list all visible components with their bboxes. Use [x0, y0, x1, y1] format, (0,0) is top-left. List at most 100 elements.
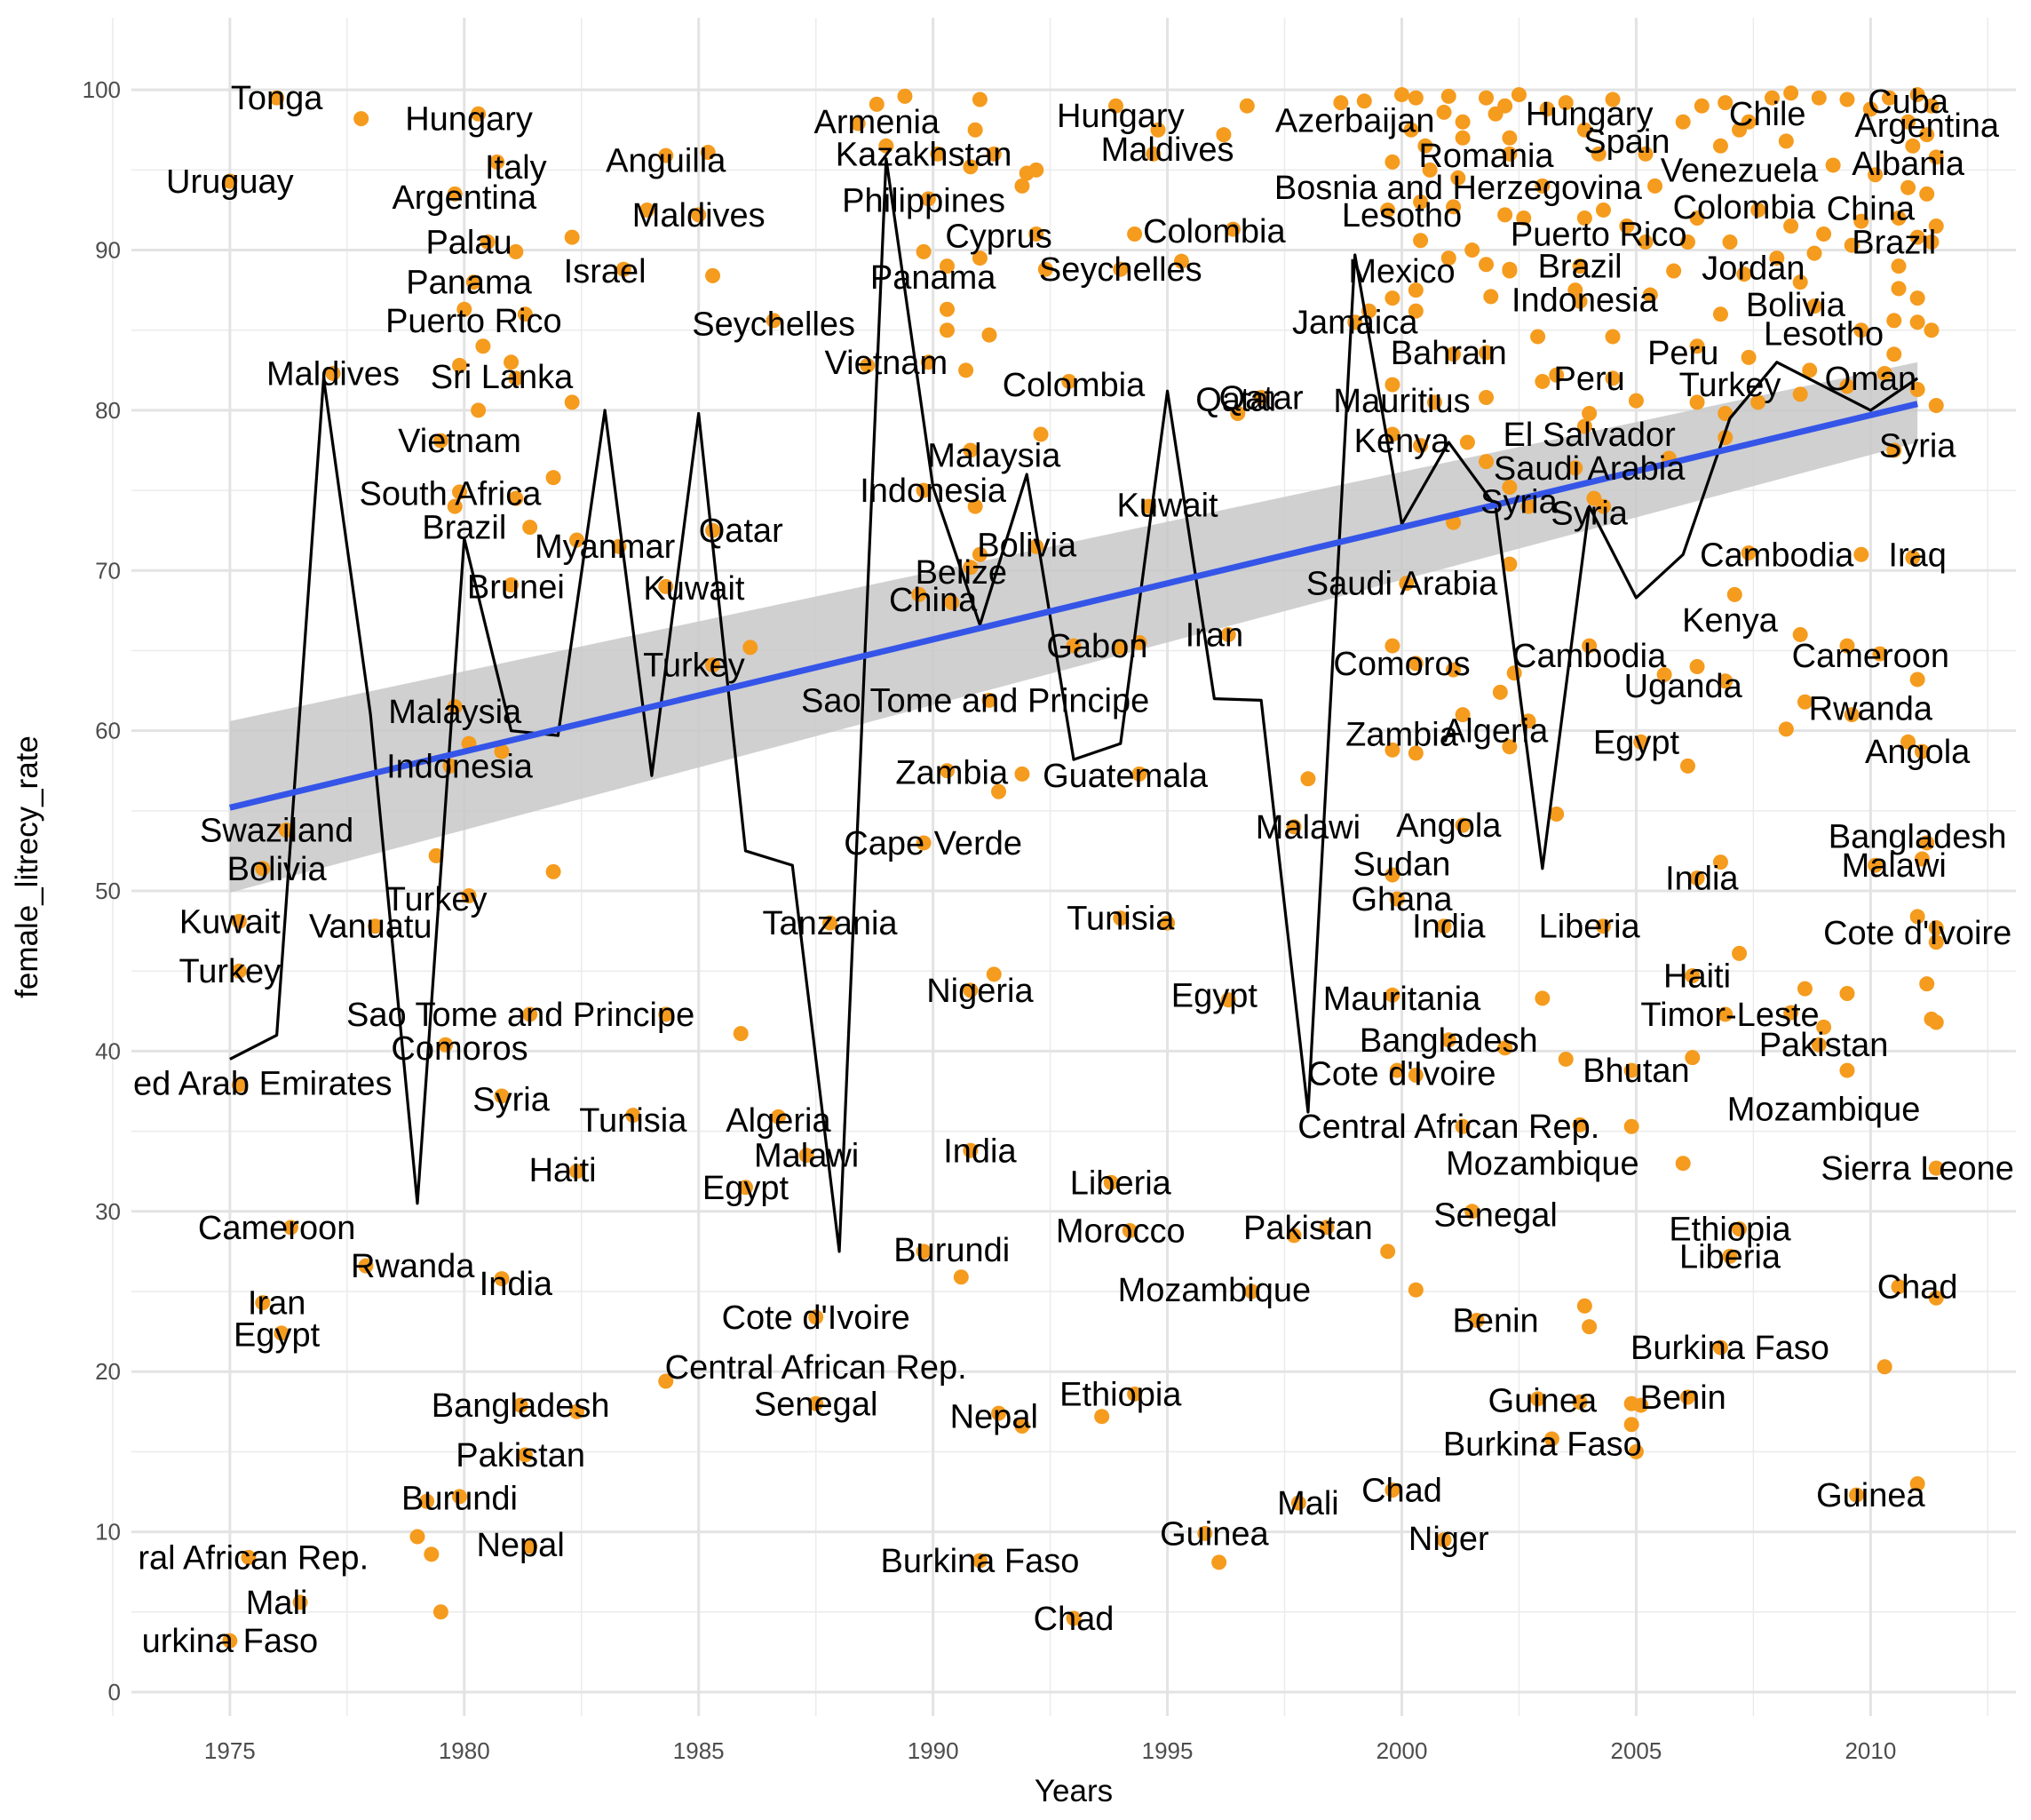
country-label: Malaysia	[927, 437, 1061, 474]
data-point	[1792, 274, 1808, 290]
data-point	[494, 1088, 510, 1104]
data-point	[1576, 122, 1592, 138]
data-point	[1886, 346, 1902, 362]
country-label: Vanuatu	[309, 909, 432, 946]
data-point	[939, 301, 955, 317]
country-label: Rwanda	[351, 1248, 475, 1285]
data-point	[1436, 104, 1452, 120]
data-point	[1642, 287, 1658, 303]
data-point	[1066, 638, 1082, 654]
data-point	[1582, 1319, 1598, 1335]
country-label: Chad	[1034, 1601, 1115, 1638]
country-label: Timor-Leste	[1640, 997, 1819, 1034]
country-label: India	[1665, 861, 1739, 898]
country-label: Burundi	[401, 1481, 518, 1518]
country-label: Benin	[1640, 1379, 1726, 1417]
data-point	[916, 482, 932, 498]
data-point	[1502, 263, 1518, 279]
data-point	[1384, 1482, 1400, 1498]
country-label: Saudi Arabia	[1494, 450, 1686, 488]
data-point	[1839, 985, 1855, 1001]
data-point	[1408, 90, 1424, 106]
country-label: Tunisia	[579, 1102, 687, 1140]
data-point	[1535, 178, 1551, 194]
data-point	[1220, 992, 1236, 1008]
country-label: Cote d'Ivoire	[1823, 915, 2011, 952]
data-point	[691, 207, 707, 223]
data-point	[1928, 934, 1944, 950]
country-label: Burkina Faso	[1443, 1426, 1642, 1463]
data-point	[1455, 130, 1471, 146]
data-point	[1685, 1050, 1701, 1066]
data-point	[568, 532, 584, 548]
data-point	[1891, 258, 1907, 274]
data-point	[1839, 378, 1855, 394]
data-point	[1802, 362, 1818, 378]
country-label: Mozambique	[1118, 1272, 1312, 1309]
data-point	[1384, 742, 1400, 758]
data-point	[1605, 91, 1621, 107]
data-point	[1408, 1067, 1424, 1083]
data-point	[292, 1594, 308, 1610]
data-point	[1239, 98, 1255, 114]
data-point	[1628, 1443, 1644, 1459]
data-point	[1928, 920, 1944, 936]
country-label: Qatar	[699, 513, 783, 550]
y-tick-label: 70	[95, 557, 121, 584]
data-point	[1384, 867, 1400, 883]
data-point	[1656, 667, 1672, 683]
data-point	[808, 1395, 824, 1411]
data-point	[1909, 87, 1925, 103]
country-label: Albania	[1852, 146, 1965, 183]
data-point	[471, 402, 487, 418]
data-point	[1497, 207, 1513, 223]
country-label: India	[480, 1266, 553, 1303]
data-point	[1591, 146, 1607, 162]
data-point	[274, 1325, 290, 1341]
data-point	[1572, 1117, 1588, 1133]
data-point	[353, 111, 369, 127]
data-point	[1356, 93, 1372, 109]
country-label: Haiti	[529, 1152, 597, 1189]
data-point	[1014, 178, 1030, 194]
data-point	[1113, 261, 1129, 277]
data-point	[958, 362, 974, 378]
data-point	[1924, 234, 1940, 250]
country-label: Cuba	[1868, 83, 1949, 121]
country-label: Guinea	[1488, 1383, 1598, 1420]
data-point	[1300, 771, 1316, 787]
data-point	[1909, 909, 1925, 925]
data-point	[1543, 1431, 1559, 1447]
data-point	[504, 577, 520, 593]
data-point	[1844, 237, 1860, 253]
data-point	[742, 640, 758, 656]
country-label: Swaziland	[200, 813, 353, 850]
data-point	[1426, 394, 1442, 410]
data-point	[241, 1549, 257, 1565]
country-label: Hungary	[405, 101, 533, 139]
data-point	[1455, 707, 1471, 723]
data-point	[1792, 386, 1808, 402]
data-point	[1469, 1312, 1485, 1328]
data-point	[1891, 1279, 1907, 1295]
country-label: Qatar	[1195, 381, 1280, 418]
country-label: Kenya	[1354, 423, 1451, 460]
data-point	[1718, 95, 1733, 111]
data-point	[1905, 138, 1921, 154]
data-point	[1399, 576, 1415, 592]
data-point	[1572, 1394, 1588, 1410]
country-label: Indonesia	[860, 473, 1007, 510]
data-point	[1844, 707, 1860, 723]
data-point	[1230, 406, 1246, 422]
data-point	[1909, 290, 1925, 306]
data-point	[1408, 303, 1424, 319]
country-label: Qatar	[1219, 379, 1304, 417]
y-tick-label: 60	[95, 718, 121, 744]
country-label: Seychelles	[692, 306, 855, 344]
data-point	[1816, 227, 1832, 242]
data-point	[517, 1447, 533, 1463]
country-label: Peru	[1554, 361, 1625, 398]
data-point	[878, 138, 894, 154]
data-point	[705, 267, 721, 283]
data-point	[1718, 1006, 1733, 1022]
